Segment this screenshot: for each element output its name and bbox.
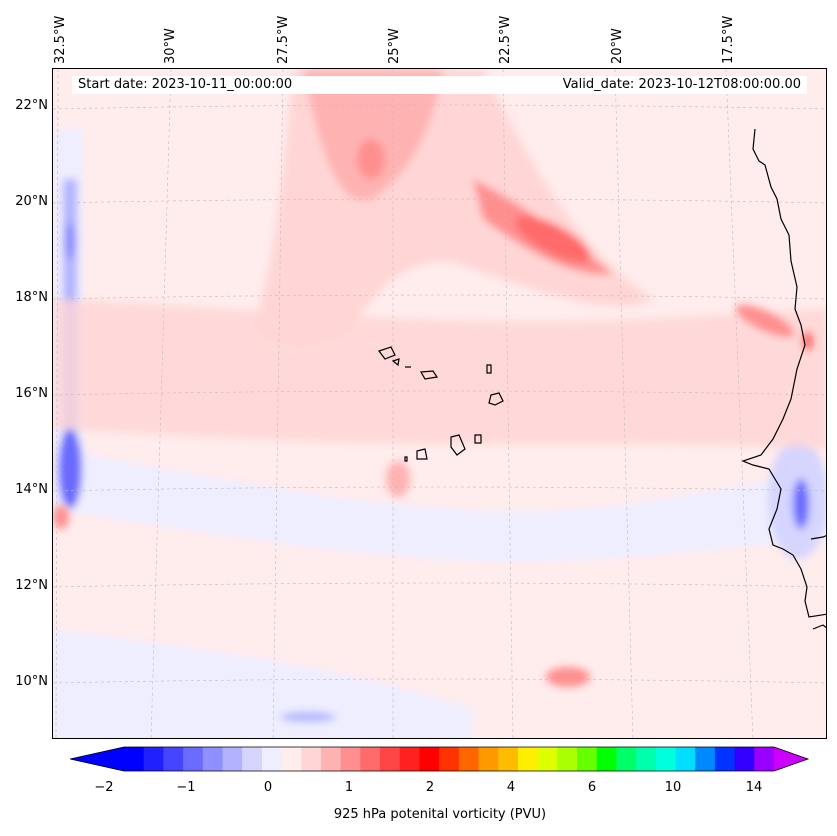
- colorbar-swatch: [183, 747, 204, 771]
- colorbar-swatch: [439, 747, 460, 771]
- colorbar-swatch: [655, 747, 677, 771]
- start-date-label: Start date: 2023-10-11_00:00:00: [72, 76, 554, 94]
- colorbar-swatch: [616, 747, 637, 771]
- colorbar-tick-label: 6: [587, 780, 597, 795]
- lon-label: 17.5°W: [721, 15, 736, 64]
- colorbar: [70, 746, 810, 772]
- lon-label: 20°W: [610, 28, 625, 64]
- colorbar-swatch: [320, 747, 342, 771]
- colorbar-extend-max: [774, 747, 808, 771]
- colorbar-swatch: [754, 747, 775, 771]
- colorbar-swatch: [714, 747, 736, 771]
- lat-label: 12°N: [15, 578, 48, 593]
- valid-date-label: Valid_date: 2023-10-12T08:00:00.00: [540, 76, 807, 94]
- lon-label: 27.5°W: [276, 15, 291, 64]
- colorbar-tick-label: 4: [506, 780, 516, 795]
- lon-label: 25°W: [387, 28, 402, 64]
- colorbar-swatch: [202, 747, 223, 771]
- colorbar-swatch: [124, 747, 145, 771]
- lat-label: 22°N: [15, 98, 48, 113]
- colorbar-swatch: [242, 747, 263, 771]
- map-panel: [52, 68, 827, 739]
- colorbar-swatch: [478, 747, 499, 771]
- colorbar-swatch: [399, 747, 420, 771]
- colorbar-swatch: [143, 747, 164, 771]
- start-date-text: Start date: 2023-10-11_00:00:00: [78, 77, 293, 92]
- pv-field-map: [53, 69, 826, 738]
- colorbar-tick-label: 0: [263, 780, 273, 795]
- colorbar-outline: [70, 746, 810, 772]
- colorbar-tick-label: −2: [94, 780, 114, 795]
- lat-label: 10°N: [15, 674, 48, 689]
- colorbar-swatch: [301, 747, 322, 771]
- colorbar-swatch: [577, 747, 598, 771]
- coastline: [378, 128, 826, 630]
- colorbar-swatch: [360, 747, 381, 771]
- lon-label: 32.5°W: [53, 15, 68, 64]
- colorbar-swatch: [380, 747, 401, 771]
- colorbar-swatch: [675, 747, 696, 771]
- lon-label: 22.5°W: [498, 15, 513, 64]
- colorbar-swatch: [734, 747, 755, 771]
- colorbar-tick-label: 14: [745, 780, 763, 795]
- lat-label: 20°N: [15, 194, 48, 209]
- colorbar-swatch: [340, 747, 361, 771]
- positive-pv-areas: [53, 69, 826, 687]
- colorbar-tick-label: 1: [344, 780, 354, 795]
- colorbar-swatch: [695, 747, 716, 771]
- colorbar-swatch: [163, 747, 184, 771]
- colorbar-title: 925 hPa potenital vorticity (PVU): [333, 807, 547, 822]
- colorbar-swatch: [636, 747, 657, 771]
- colorbar-swatch: [281, 747, 302, 771]
- colorbar-swatch: [517, 747, 539, 771]
- colorbar-swatch: [458, 747, 480, 771]
- colorbar-swatch: [261, 747, 283, 771]
- lat-label: 14°N: [15, 482, 48, 497]
- colorbar-swatch: [596, 747, 617, 771]
- colorbar-swatch: [537, 747, 558, 771]
- lat-label: 16°N: [15, 386, 48, 401]
- valid-date-text: Valid_date: 2023-10-12T08:00:00.00: [562, 77, 801, 92]
- colorbar-swatch: [498, 747, 519, 771]
- colorbar-swatch: [419, 747, 440, 771]
- lon-label: 30°W: [163, 28, 178, 64]
- colorbar-tick-label: 10: [664, 780, 682, 795]
- colorbar-swatch: [222, 747, 243, 771]
- colorbar-tick-label: −1: [176, 780, 196, 795]
- colorbar-swatch: [557, 747, 578, 771]
- colorbar-tick-label: 2: [425, 780, 435, 795]
- graticule: [53, 69, 826, 738]
- lat-label: 18°N: [15, 290, 48, 305]
- colorbar-extend-min: [70, 747, 124, 771]
